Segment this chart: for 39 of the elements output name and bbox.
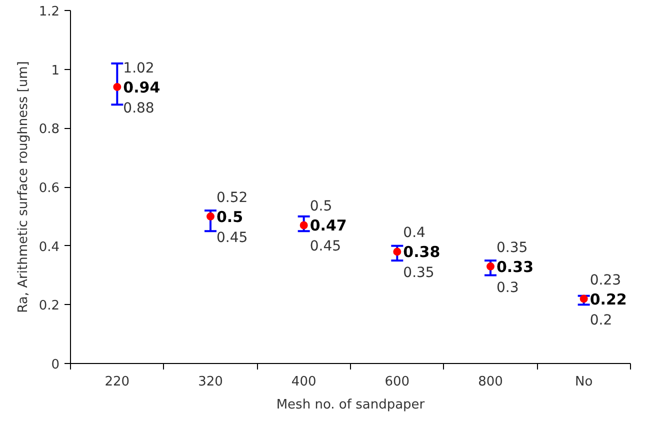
annotation: 0.45 [216,230,248,246]
point [393,248,402,256]
annotation: 0.45 [310,238,342,255]
annotation: 0.4 [403,225,426,242]
annotation: 0.35 [496,240,528,256]
data-label: 0.94 [123,78,160,96]
x-tick-label: 800 [478,374,503,390]
data-label: 0.5 [216,208,244,226]
point [300,221,308,230]
annotation: 1.02 [123,60,154,76]
x-tick-label: 400 [291,374,316,390]
x-axis-title: Mesh no. of sandpaper [276,398,426,412]
annotation: 0.23 [590,272,622,288]
y-tick-label: 1 [51,63,60,78]
annotation: 0.2 [590,312,612,328]
x-tick-label: 600 [384,374,410,390]
annotation: 0.3 [496,280,519,296]
y-tick-label: 0.8 [38,122,60,138]
data-label: 0.47 [310,216,347,235]
point [113,82,122,91]
y-axis-title: Ra, Arithmetic surface roughness [um] [16,61,31,313]
y-tick-label: 0 [51,358,60,372]
y-tick-label: 0.2 [38,298,60,314]
data-label: 0.38 [403,243,440,262]
x-tick-label: No [574,374,593,390]
annotation: 0.52 [216,190,248,206]
point [580,294,588,303]
x-tick-label: 320 [198,374,223,390]
point [206,212,214,220]
x-tick-label: 220 [104,374,130,390]
annotation: 0.35 [403,265,434,282]
y-tick-label: 1.2 [38,4,60,20]
data-label: 0.33 [496,258,534,276]
point [486,262,494,270]
data-label: 0.22 [590,290,627,308]
y-tick-label: 0.4 [38,240,60,255]
y-tick-label: 0.6 [38,181,60,196]
annotation: 0.5 [310,198,332,215]
annotation: 0.88 [123,100,154,116]
